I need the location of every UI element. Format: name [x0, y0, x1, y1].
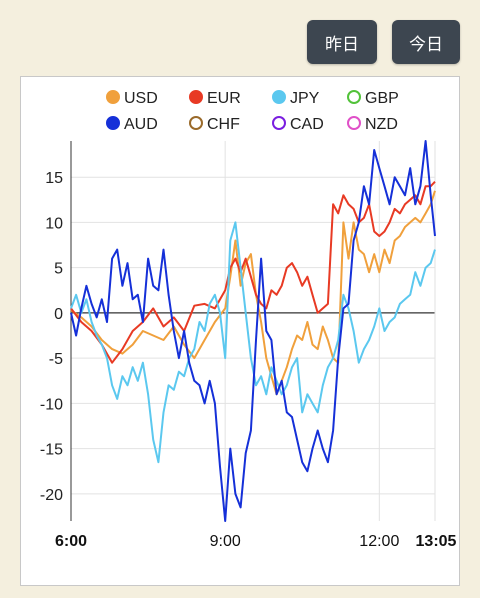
series-lines	[70, 140, 436, 522]
y-tick-label: 5	[54, 261, 63, 278]
x-tick-label: 12:00	[359, 533, 399, 550]
y-tick-label: 15	[45, 170, 63, 187]
x-tick-labels: 6:00 9:00 12:00 13:05	[55, 533, 457, 550]
y-tick-labels: 15 10 5 0 -5 -10 -15 -20	[40, 170, 63, 504]
y-tick-label: 10	[45, 215, 63, 232]
legend-marker-usd	[106, 90, 120, 104]
legend-label-usd: USD	[124, 90, 158, 107]
top-bar: 昨日 今日	[0, 20, 480, 64]
legend-item-jpy[interactable]: JPY	[272, 90, 320, 107]
legend-item-aud[interactable]: AUD	[106, 116, 158, 133]
series-line-aud	[70, 140, 436, 522]
legend-label-chf: CHF	[207, 116, 240, 133]
series-line-eur	[70, 181, 436, 364]
y-tick-label: -10	[40, 396, 63, 413]
legend-label-jpy: JPY	[290, 90, 320, 107]
legend: USD EUR JPY GBP AUD CHF CAD NZD	[106, 90, 399, 133]
legend-label-nzd: NZD	[365, 116, 398, 133]
legend-item-eur[interactable]: EUR	[189, 90, 241, 107]
grid	[71, 141, 435, 521]
legend-item-usd[interactable]: USD	[106, 90, 158, 107]
legend-marker-cad	[272, 116, 286, 130]
legend-label-aud: AUD	[124, 116, 158, 133]
legend-label-eur: EUR	[207, 90, 241, 107]
legend-item-cad[interactable]: CAD	[272, 116, 324, 133]
legend-item-chf[interactable]: CHF	[189, 116, 240, 133]
legend-item-gbp[interactable]: GBP	[347, 90, 399, 107]
legend-marker-aud	[106, 116, 120, 130]
y-tick-label: -5	[49, 351, 63, 368]
yesterday-button[interactable]: 昨日	[307, 20, 377, 64]
axes	[70, 141, 436, 521]
today-button[interactable]: 今日	[392, 20, 460, 64]
legend-label-cad: CAD	[290, 116, 324, 133]
legend-marker-chf	[189, 116, 203, 130]
legend-marker-jpy	[272, 90, 286, 104]
x-tick-label: 9:00	[210, 533, 241, 550]
y-tick-label: -20	[40, 487, 63, 504]
x-tick-label: 13:05	[416, 533, 457, 550]
x-tick-label: 6:00	[55, 533, 87, 550]
legend-marker-eur	[189, 90, 203, 104]
chart-panel: USD EUR JPY GBP AUD CHF CAD NZD 15 10 5 0 -5 -10 -15 -…	[20, 76, 460, 586]
series-line-usd	[70, 190, 436, 396]
line-chart: USD EUR JPY GBP AUD CHF CAD NZD 15 10 5 0 -5 -10 -15 -…	[40, 90, 457, 550]
y-tick-label: -15	[40, 442, 63, 459]
legend-label-gbp: GBP	[365, 90, 399, 107]
y-tick-label: 0	[54, 306, 63, 323]
legend-item-nzd[interactable]: NZD	[347, 116, 398, 133]
legend-marker-nzd	[347, 116, 361, 130]
legend-marker-gbp	[347, 90, 361, 104]
